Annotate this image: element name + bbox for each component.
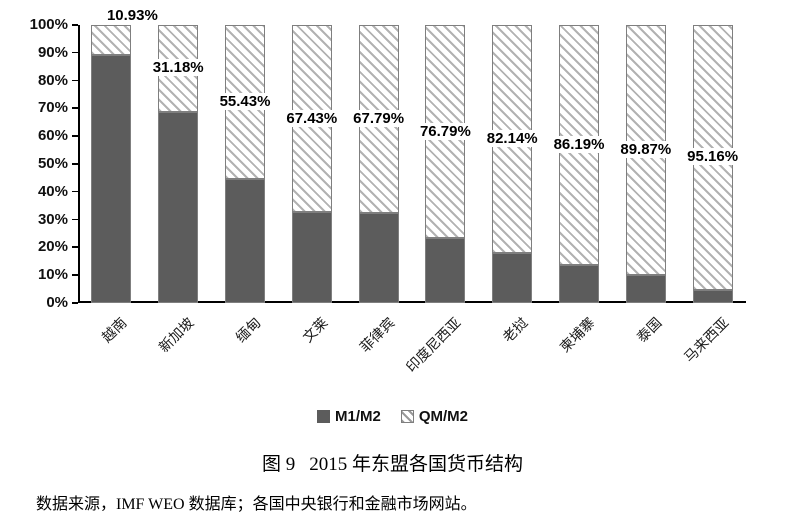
bar-data-label: 95.16%: [684, 148, 742, 166]
bar-segment-qm: [91, 25, 132, 56]
bar-data-label: 67.79%: [350, 110, 408, 128]
y-tick-label: 90%: [37, 43, 68, 61]
bar-data-label: 31.18%: [149, 59, 207, 77]
y-tick-mark: [72, 51, 78, 54]
bar-segment-m1: [225, 179, 265, 303]
legend-item-qm: QM/M2: [400, 408, 468, 425]
bar-segment-m1: [625, 274, 666, 303]
source-note: 数据来源，IMF WEO 数据库；各国中央银行和金融市场网站。: [36, 496, 477, 513]
x-category-label: 马来西亚: [680, 314, 732, 366]
x-category-label: 缅甸: [232, 314, 264, 346]
y-tick-label: 80%: [37, 71, 68, 89]
figure-title: 2015 年东盟各国货币结构: [309, 454, 524, 475]
x-category-label: 越南: [98, 314, 130, 346]
x-category-label: 泰国: [633, 314, 665, 346]
y-tick-mark: [72, 302, 78, 304]
x-category-label: 柬埔寨: [556, 314, 598, 356]
bar-data-label: 82.14%: [483, 130, 541, 148]
bar-segment-m1: [559, 264, 599, 303]
y-tick-mark: [72, 274, 78, 276]
y-tick-label: 100%: [29, 16, 68, 33]
bar-data-label: 67.43%: [283, 109, 341, 127]
y-tick-label: 10%: [37, 266, 68, 284]
bar-data-label: 55.43%: [216, 93, 274, 111]
y-tick-mark: [72, 218, 78, 221]
y-tick-label: 70%: [37, 99, 68, 117]
legend-label-qm: QM/M2: [418, 408, 468, 425]
bar-segment-m1: [158, 111, 199, 303]
legend-label-m1: M1/M2: [334, 408, 381, 425]
qm-swatch-icon: [400, 410, 414, 423]
y-tick-label: 60%: [37, 127, 68, 145]
figure-number: 图 9: [261, 454, 296, 475]
y-tick-label: 30%: [37, 210, 68, 228]
legend-item-m1: M1/M2: [316, 408, 381, 425]
y-tick-label: 40%: [37, 182, 68, 200]
y-tick-label: 0%: [46, 294, 68, 311]
bar-segment-m1: [692, 289, 733, 303]
y-tick-mark: [72, 107, 78, 109]
bar-data-label: 76.79%: [416, 122, 474, 140]
x-category-label: 菲律宾: [356, 314, 398, 356]
y-tick-label: 20%: [37, 238, 68, 256]
figure-caption: 图 9 2015 年东盟各国货币结构: [0, 449, 785, 476]
y-tick-mark: [72, 79, 78, 82]
bar-segment-m1: [425, 238, 466, 303]
x-category-label: 新加坡: [155, 314, 197, 356]
plot-area: [78, 25, 746, 303]
x-category-label: 老挝: [499, 314, 531, 346]
y-tick-mark: [72, 246, 78, 248]
x-category-label: 文莱: [299, 314, 331, 346]
x-category-label: 印度尼西亚: [403, 314, 464, 376]
bar-data-label: 86.19%: [550, 135, 608, 153]
y-tick-mark: [72, 135, 78, 137]
bar-segment-m1: [358, 213, 399, 303]
y-tick-label: 50%: [37, 155, 68, 172]
bar-segment-m1: [492, 253, 533, 303]
bar-data-label: 89.87%: [617, 140, 675, 158]
chart-legend: M1/M2 QM/M2: [0, 408, 785, 425]
y-tick-mark: [72, 24, 78, 26]
y-tick-mark: [72, 190, 78, 193]
bar-segment-m1: [291, 212, 332, 303]
bar-segment-m1: [91, 55, 132, 303]
y-tick-mark: [72, 163, 78, 165]
bar-data-label: 10.93%: [103, 7, 161, 24]
m1-swatch-icon: [316, 410, 330, 423]
